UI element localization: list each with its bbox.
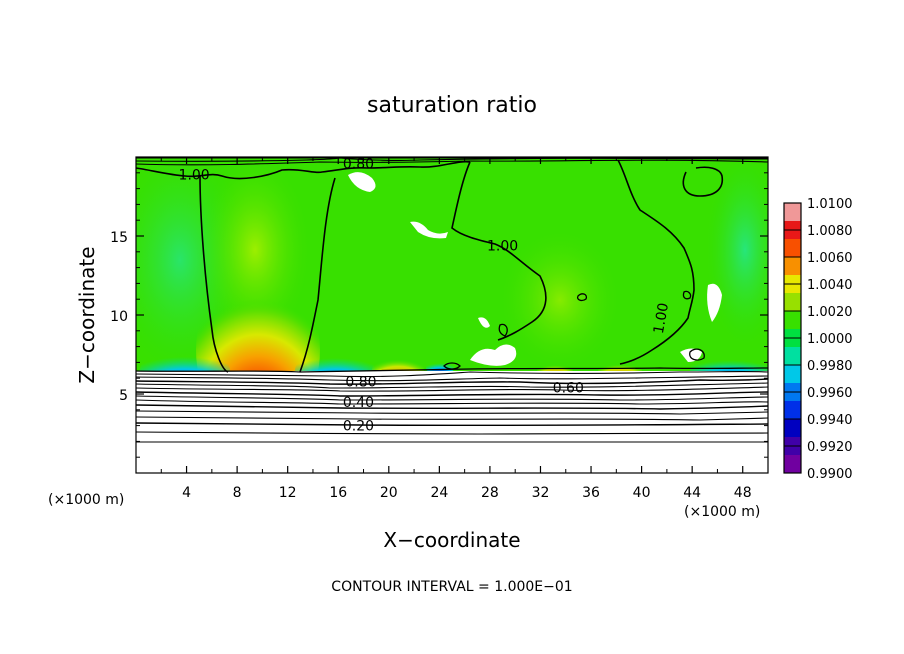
contour-label: 0.40	[343, 395, 374, 411]
contour-label: 1.00	[651, 302, 672, 335]
contour-line	[199, 174, 229, 373]
y-axis: 5 10 15	[110, 172, 768, 458]
colorbar-label: 0.9900	[807, 467, 853, 482]
contour-labels: 1.00 0.80 1.00 1.00 0.80 0.60 0.40 0.20	[179, 156, 673, 435]
colorbar-swatch	[784, 347, 801, 366]
x-tick-label: 12	[279, 485, 297, 501]
field-warm-spot	[372, 352, 424, 371]
colorbar-swatch	[784, 257, 801, 276]
x-tick-label: 8	[233, 485, 242, 501]
x-tick-label: 28	[481, 485, 499, 501]
contour-line	[498, 323, 508, 337]
colorbar-label: 1.0080	[807, 224, 853, 239]
cloud-patch	[348, 172, 376, 192]
x-tick-label: 20	[380, 485, 398, 501]
contour-label: 0.80	[343, 156, 374, 172]
x-tick-label: 40	[633, 485, 651, 501]
x-unit-label-right: (×1000 m)	[684, 504, 760, 520]
colorbar-swatch	[784, 455, 801, 474]
contour-line	[136, 422, 768, 427]
contour-line	[136, 371, 768, 378]
contour-line	[136, 391, 768, 397]
field-upper	[136, 157, 768, 371]
cloud-patch	[470, 344, 517, 366]
colorbar-label: 1.0100	[807, 197, 853, 212]
field-light-area	[500, 230, 620, 370]
contour-label: 0.20	[343, 419, 374, 435]
x-tick-label: 4	[182, 485, 191, 501]
x-tick-label: 44	[683, 485, 701, 501]
chart-title: saturation ratio	[367, 93, 537, 118]
colorbar: 1.0100 1.0080 1.0060 1.0040 1.0020 1.0000 0.99…	[783, 197, 853, 482]
colorbar-swatch	[784, 239, 801, 258]
x-unit-label-left: (×1000 m)	[48, 492, 124, 508]
x-axis-label: X−coordinate	[383, 528, 520, 552]
contour-interval-note: CONTOUR INTERVAL = 1.000E−01	[331, 579, 572, 595]
contour-line	[136, 160, 471, 180]
contour-line	[451, 161, 547, 341]
field-plume	[196, 265, 320, 371]
field-cold-spot	[690, 354, 768, 371]
cloud-patch	[478, 317, 490, 328]
contour-line	[443, 362, 461, 370]
plot-area	[136, 157, 768, 473]
contour-line	[136, 378, 768, 385]
contour-line	[689, 348, 705, 361]
x-tick-label: 32	[532, 485, 550, 501]
field-cold-spot	[140, 348, 230, 371]
y-axis-label: Z−coordinate	[75, 246, 99, 383]
contour-line	[576, 293, 588, 302]
colorbar-label: 0.9960	[807, 386, 853, 401]
contour-line	[136, 395, 768, 401]
contour-line	[136, 382, 768, 389]
colorbar-swatch	[784, 419, 801, 438]
x-tick-label: 48	[734, 485, 752, 501]
colorbar-label: 0.9920	[807, 440, 853, 455]
x-axis: 4 8 12 16 20 24 28 32 36 40 44 48	[160, 157, 752, 501]
contour-line	[682, 290, 692, 300]
contour-line	[136, 410, 768, 415]
contour-line	[682, 166, 724, 197]
contour-line	[136, 416, 768, 421]
contour-label: 0.60	[553, 381, 584, 397]
colorbar-label: 1.0000	[807, 332, 853, 347]
y-tick-label: 10	[110, 309, 128, 325]
cloud-patch	[707, 283, 722, 322]
contour-line	[136, 157, 768, 162]
colorbar-label: 0.9940	[807, 413, 853, 428]
contour-line	[299, 177, 336, 373]
colorbar-label: 1.0060	[807, 251, 853, 266]
contour-line	[136, 404, 768, 410]
colorbar-label: 1.0040	[807, 278, 853, 293]
contour-line	[136, 399, 768, 405]
colorbar-swatch	[784, 401, 801, 420]
contour-line	[136, 375, 768, 382]
y-tick-label: 5	[119, 388, 128, 404]
colorbar-label: 1.0020	[807, 305, 853, 320]
contour-line	[136, 367, 768, 373]
cloud-patch	[410, 221, 448, 239]
contour-lines	[136, 157, 768, 444]
colorbar-swatch	[784, 293, 801, 312]
field-cold-spot	[295, 350, 375, 371]
colorbar-swatch	[784, 203, 801, 222]
field-cool-area	[705, 157, 768, 350]
contour-line	[136, 159, 768, 166]
contour-label: 1.00	[487, 238, 518, 254]
contour-line	[136, 386, 768, 392]
contour-line	[617, 159, 695, 365]
contour-label: 0.80	[345, 374, 376, 390]
colorbar-swatch	[784, 311, 801, 330]
x-tick-label: 24	[430, 485, 448, 501]
x-tick-label: 36	[582, 485, 600, 501]
colorbar-label: 0.9980	[807, 359, 853, 374]
x-tick-label: 16	[329, 485, 347, 501]
contour-line	[136, 431, 768, 435]
contour-label: 1.00	[179, 167, 210, 183]
cloud-patch	[680, 348, 702, 362]
y-tick-label: 15	[110, 230, 128, 246]
colorbar-swatch	[784, 365, 801, 384]
